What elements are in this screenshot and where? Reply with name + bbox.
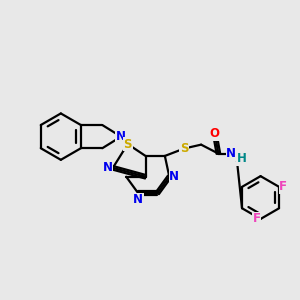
Text: N: N [103,161,113,174]
Text: S: S [180,142,188,155]
Text: H: H [237,152,247,165]
Text: O: O [210,127,220,140]
Text: N: N [133,193,143,206]
Text: N: N [226,147,236,160]
Text: N: N [169,170,179,183]
Text: N: N [116,130,126,143]
Text: S: S [124,138,132,151]
Text: F: F [279,180,287,194]
Text: F: F [253,212,261,226]
